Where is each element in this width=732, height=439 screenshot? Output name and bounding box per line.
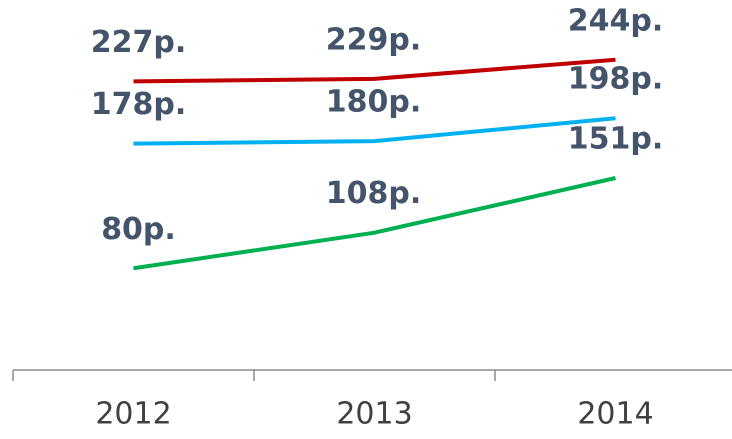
x-tick-label: 2014 xyxy=(577,397,653,432)
data-label: 227р. xyxy=(91,25,187,60)
data-label: 80р. xyxy=(101,212,176,247)
data-label: 229р. xyxy=(326,22,422,57)
data-label: 178р. xyxy=(91,87,187,122)
data-label: 151р. xyxy=(568,122,664,157)
series-line xyxy=(133,176,616,271)
data-label: 180р. xyxy=(326,85,422,120)
data-label: 108р. xyxy=(326,176,422,211)
series-line xyxy=(133,116,616,146)
x-tick-label: 2012 xyxy=(95,397,171,432)
data-label: 198р. xyxy=(568,62,664,97)
data-label: 244р. xyxy=(568,3,664,38)
series-line xyxy=(133,57,616,84)
x-tick-label: 2013 xyxy=(336,397,412,432)
